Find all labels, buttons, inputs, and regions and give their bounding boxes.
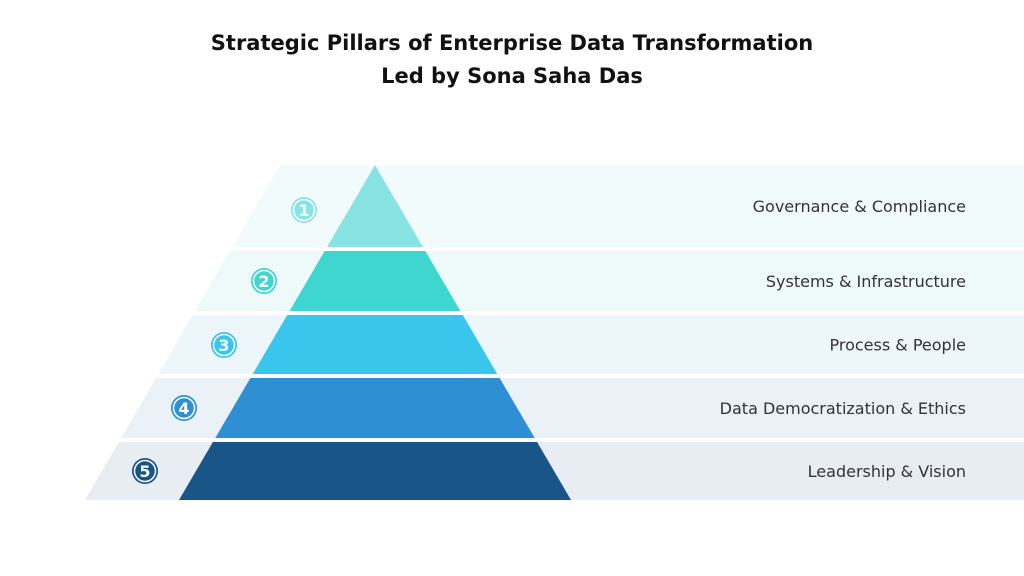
level-number: 5 — [139, 462, 150, 481]
pyramid-level — [215, 378, 535, 438]
level-number: 1 — [298, 201, 309, 220]
level-number: 2 — [258, 272, 269, 291]
number-ring — [252, 269, 276, 293]
number-ring — [292, 198, 316, 222]
level-number: 4 — [178, 399, 189, 418]
number-badge — [291, 197, 317, 223]
level-label: Leadership & Vision — [808, 462, 966, 481]
number-badge — [251, 268, 277, 294]
pyramid-level — [252, 315, 498, 374]
level-label: Process & People — [830, 336, 967, 355]
pyramid-level — [179, 442, 571, 500]
number-ring — [212, 333, 236, 357]
band — [232, 165, 1024, 247]
level-number: 3 — [218, 336, 229, 355]
title-line: Led by Sona Saha Das — [381, 64, 643, 88]
number-badge — [132, 458, 158, 484]
number-ring — [172, 396, 196, 420]
level-label: Data Democratization & Ethics — [720, 399, 966, 418]
number-ring — [133, 459, 157, 483]
number-badge — [211, 332, 237, 358]
level-label: Governance & Compliance — [753, 197, 966, 216]
level-label: Systems & Infrastructure — [766, 272, 966, 291]
pyramid-level — [327, 165, 423, 247]
number-badge — [171, 395, 197, 421]
title-line: Strategic Pillars of Enterprise Data Tra… — [211, 31, 813, 55]
pyramid-level — [289, 251, 461, 311]
